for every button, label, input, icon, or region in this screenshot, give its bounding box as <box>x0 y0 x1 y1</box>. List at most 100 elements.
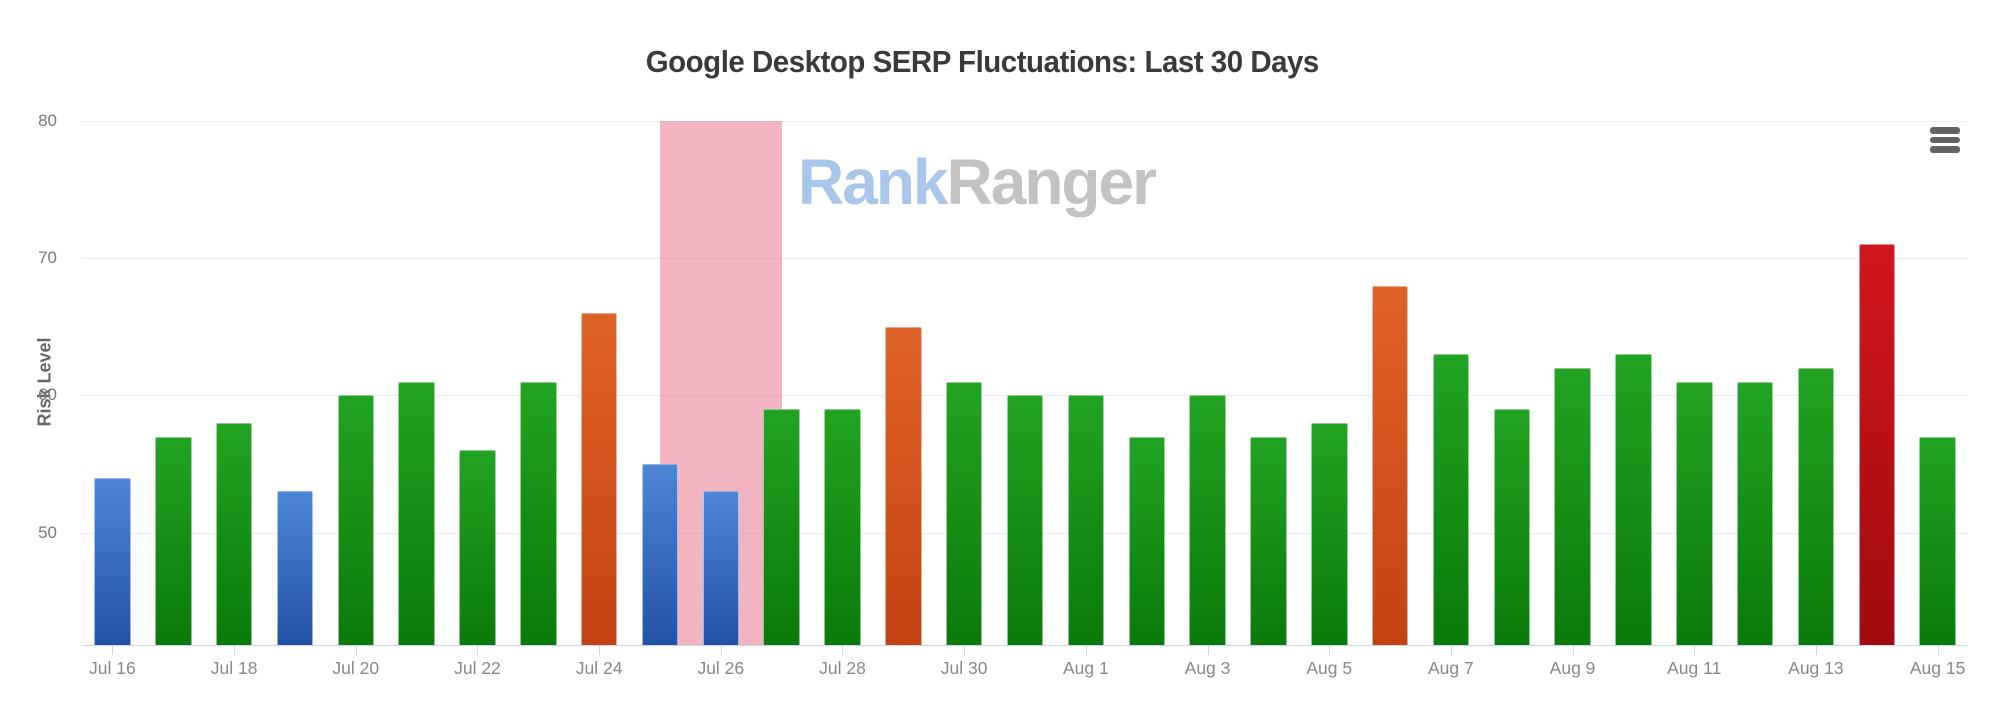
bar-Jul-25[interactable] <box>641 463 679 645</box>
x-tick-Jul-24 <box>599 645 601 655</box>
bar-Aug-1[interactable] <box>1067 395 1105 645</box>
bar-slot <box>1907 121 1968 645</box>
bar-slot <box>1177 121 1238 645</box>
x-tick-Jul-30 <box>964 645 966 655</box>
bar-Jul-30[interactable] <box>945 381 983 645</box>
x-axis-label-Aug-13: Aug 13 <box>1788 658 1844 678</box>
x-axis-label-Jul-22: Jul 22 <box>454 658 501 678</box>
bar-Aug-11[interactable] <box>1676 381 1713 645</box>
bar-slot <box>1299 121 1360 645</box>
bar-Jul-24[interactable] <box>580 313 618 645</box>
x-tick-Jul-18 <box>234 645 236 655</box>
x-axis-label-Jul-26: Jul 26 <box>697 658 745 678</box>
x-axis-label-Aug-5: Aug 5 <box>1306 658 1353 678</box>
bar-Jul-31[interactable] <box>1006 395 1044 645</box>
x-tick-Jul-26 <box>720 645 722 655</box>
x-tick-Jul-28 <box>842 645 844 655</box>
bar-Jul-23[interactable] <box>520 381 557 645</box>
bar-slot <box>751 121 812 645</box>
bar-Aug-8[interactable] <box>1493 409 1531 645</box>
bar-Jul-18[interactable] <box>215 422 253 645</box>
x-tick-Jul-22 <box>477 645 479 655</box>
x-axis-label-Jul-28: Jul 28 <box>819 658 866 678</box>
x-tick-Aug-5 <box>1329 645 1331 655</box>
x-tick-Aug-15 <box>1937 645 1939 655</box>
bar-slot <box>1542 121 1603 645</box>
x-axis-label-Aug-11: Aug 11 <box>1667 658 1722 678</box>
x-tick-Aug-1 <box>1085 645 1087 655</box>
x-axis-label-Aug-7: Aug 7 <box>1427 658 1474 678</box>
bar-Jul-17[interactable] <box>155 436 192 645</box>
bar-Jul-26[interactable] <box>702 491 740 645</box>
x-axis-label-Aug-3: Aug 3 <box>1184 658 1231 678</box>
bar-slot <box>995 121 1056 645</box>
bar-slot <box>1421 121 1482 645</box>
bar-Jul-20[interactable] <box>337 395 375 645</box>
bar-slot <box>386 121 447 645</box>
x-tick-Aug-9 <box>1572 645 1574 655</box>
x-axis-label-Jul-16: Jul 16 <box>89 658 136 678</box>
bar-Aug-10[interactable] <box>1615 354 1652 645</box>
bar-Aug-2[interactable] <box>1128 436 1166 645</box>
bar-Jul-29[interactable] <box>885 326 922 645</box>
bar-slot <box>1116 121 1177 645</box>
hamburger-bar <box>1930 146 1960 153</box>
x-axis-ticks <box>82 645 1968 655</box>
x-axis-label-Jul-20: Jul 20 <box>332 658 380 678</box>
bar-Aug-13[interactable] <box>1797 367 1835 645</box>
bar-slot <box>325 121 386 645</box>
x-tick-Aug-7 <box>1450 645 1452 655</box>
bar-Jul-21[interactable] <box>398 381 435 645</box>
bar-Jul-27[interactable] <box>763 409 800 645</box>
bar-slot <box>934 121 995 645</box>
bars-layer <box>82 121 1968 645</box>
x-axis-label-Aug-1: Aug 1 <box>1062 658 1109 678</box>
x-axis-label-Jul-24: Jul 24 <box>575 658 623 678</box>
gridline-80 <box>82 121 1968 122</box>
bar-Jul-16[interactable] <box>94 477 131 645</box>
bar-slot <box>204 121 265 645</box>
bar-Aug-15[interactable] <box>1919 436 1956 645</box>
hamburger-bar <box>1930 127 1960 134</box>
bar-slot <box>630 121 691 645</box>
x-tick-Aug-11 <box>1694 645 1696 655</box>
x-tick-Aug-3 <box>1207 645 1209 655</box>
bar-slot <box>1846 121 1907 645</box>
chart-title-text: Google Desktop SERP Fluctuations: Last 3… <box>645 44 1319 79</box>
y-axis-label-60: 60 <box>38 385 57 405</box>
x-tick-Jul-20 <box>355 645 357 655</box>
bar-Aug-6[interactable] <box>1371 285 1409 645</box>
bar-slot <box>508 121 569 645</box>
bar-Jul-28[interactable] <box>824 409 861 645</box>
bar-slot <box>447 121 508 645</box>
y-axis-label-50: 50 <box>38 522 57 542</box>
x-tick-Jul-16 <box>112 645 114 655</box>
x-axis-labels: Jul 16 Jul 18 Jul 20 Jul 22 Jul 24 Jul 26 Jul … <box>82 658 1968 682</box>
bar-Aug-14[interactable] <box>1858 244 1896 645</box>
x-axis-label-Aug-9: Aug 9 <box>1549 658 1596 678</box>
bar-Aug-7[interactable] <box>1432 354 1470 645</box>
bar-Aug-3[interactable] <box>1189 395 1226 645</box>
x-axis-label-Aug-15: Aug 15 <box>1909 658 1966 678</box>
x-axis-line <box>82 645 1968 646</box>
bar-slot <box>569 121 630 645</box>
plot-area <box>82 121 1968 646</box>
gridline-70 <box>82 258 1968 260</box>
bar-slot <box>1481 121 1542 645</box>
x-axis-label-Jul-18: Jul 18 <box>210 658 258 678</box>
x-tick-Aug-13 <box>1815 645 1817 655</box>
bar-slot <box>1603 121 1664 645</box>
y-axis-label-80: 80 <box>38 111 57 130</box>
bar-Aug-9[interactable] <box>1554 367 1591 645</box>
bar-slot <box>1360 121 1421 645</box>
hamburger-menu-icon[interactable] <box>1930 125 1962 155</box>
bar-Jul-19[interactable] <box>276 491 314 645</box>
chart-title: Google Desktop SERP Fluctuations: Last 3… <box>0 44 2000 80</box>
bar-slot <box>265 121 326 645</box>
bar-Aug-5[interactable] <box>1311 422 1348 645</box>
bar-Aug-4[interactable] <box>1250 436 1287 645</box>
bar-Aug-12[interactable] <box>1736 381 1774 645</box>
bar-Jul-22[interactable] <box>459 450 496 645</box>
bar-slot <box>873 121 934 645</box>
